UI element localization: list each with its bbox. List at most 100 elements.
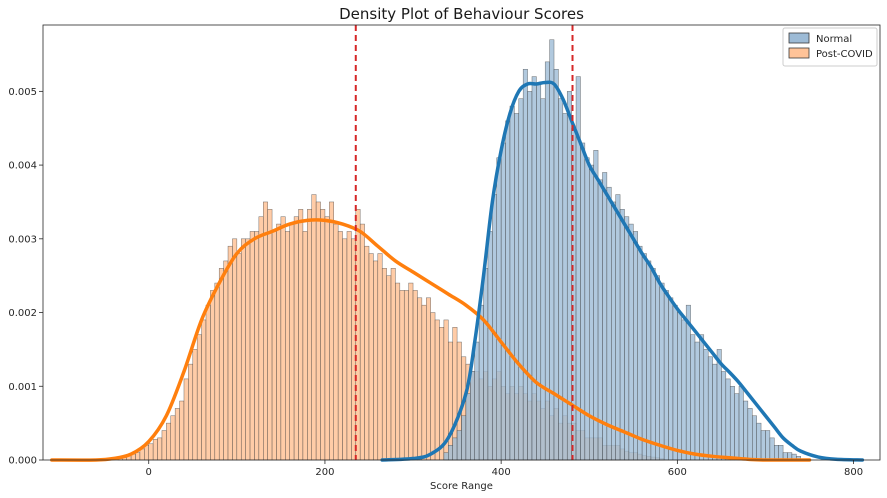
hist-bar	[562, 113, 568, 461]
hist-bar	[461, 415, 467, 461]
hist-bar	[227, 245, 233, 461]
hist-bar	[602, 172, 608, 461]
hist-bar	[315, 201, 321, 461]
hist-bar	[637, 245, 643, 461]
hist-bar	[307, 209, 312, 461]
hist-bar	[412, 290, 418, 461]
hist-bar	[218, 268, 224, 461]
hist-bar	[721, 371, 727, 461]
hist-bar	[619, 209, 625, 461]
hist-bar	[712, 363, 718, 461]
hist-bar	[672, 304, 678, 461]
chart-title: Density Plot of Behaviour Scores	[339, 5, 584, 23]
hist-bar	[514, 113, 520, 461]
y-tick-label: 0.005	[8, 87, 37, 98]
hist-bar	[487, 231, 493, 461]
hist-bar	[628, 223, 634, 461]
x-tick-label: 400	[492, 467, 511, 478]
hist-bar	[271, 231, 277, 461]
hist-bar	[373, 260, 379, 461]
hist-bar	[448, 445, 453, 461]
legend-swatch-post-covid	[788, 47, 810, 59]
hist-bar	[725, 378, 731, 461]
hist-bar	[496, 157, 502, 461]
hist-bar	[646, 260, 652, 461]
hist-bar	[280, 216, 286, 461]
hist-bar	[417, 297, 423, 461]
hist-bar	[210, 290, 216, 461]
hist-bar	[430, 312, 436, 461]
hist-bar	[681, 319, 687, 461]
hist-bar	[597, 179, 603, 461]
hist-bar	[655, 275, 660, 461]
hist-bar	[152, 439, 158, 461]
hist-bar	[381, 268, 387, 461]
hist-bar	[249, 231, 255, 461]
hist-bar	[324, 216, 330, 461]
hist-bar	[346, 231, 352, 461]
hist-bar	[752, 415, 757, 461]
hist-bar	[135, 452, 141, 461]
hist-bar	[633, 231, 638, 461]
hist-bar	[232, 238, 238, 461]
hist-bar	[329, 201, 334, 461]
hist-bar	[707, 356, 713, 461]
bars-normal	[443, 39, 801, 461]
x-tick-label: 200	[315, 467, 334, 478]
y-tick-label: 0.004	[8, 161, 37, 172]
hist-bar	[434, 319, 440, 461]
hist-bar	[729, 386, 735, 461]
hist-bar	[690, 334, 696, 461]
hist-bar	[188, 363, 194, 461]
hist-bar	[540, 98, 546, 461]
hist-bar	[390, 268, 396, 461]
hist-bar	[448, 341, 453, 461]
hist-bar	[285, 231, 290, 461]
hist-bar	[505, 120, 511, 461]
hist-bar	[276, 223, 282, 461]
hist-bar	[611, 201, 616, 461]
hist-bar	[359, 223, 365, 461]
hist-bar	[408, 282, 414, 461]
hist-bar	[641, 253, 647, 461]
hist-bar	[606, 186, 612, 461]
hist-bar	[522, 68, 528, 461]
y-tick-label: 0.002	[8, 308, 37, 319]
hist-bar	[615, 194, 621, 461]
hist-bar	[245, 238, 251, 461]
plot-area: 0 200 400 600 800 0.000 0.001 0.002 0.003 0.004 0.…	[8, 24, 881, 478]
hist-bar	[368, 253, 374, 461]
legend-swatch-normal	[788, 32, 810, 44]
legend-label-normal: Normal	[816, 34, 852, 45]
hist-bar	[544, 61, 550, 461]
hist-bar	[668, 297, 674, 461]
hist-bar	[531, 76, 537, 461]
hist-bar	[240, 238, 246, 461]
hist-bar	[302, 231, 308, 461]
hist-bar	[399, 290, 405, 461]
hist-bar	[267, 209, 273, 461]
hist-bar	[364, 245, 370, 461]
hist-bar	[201, 319, 207, 461]
hist-bar	[558, 98, 564, 461]
hist-bar	[196, 334, 202, 461]
hist-bar	[386, 275, 392, 461]
hist-bar	[756, 422, 762, 461]
hist-bar	[161, 430, 167, 461]
kde-line-post-covid	[50, 218, 812, 462]
hist-bar	[377, 253, 383, 461]
hist-bar	[179, 400, 185, 461]
hist-bar	[421, 304, 427, 461]
hist-bar	[320, 209, 326, 461]
hist-bar	[769, 437, 775, 461]
hist-bar	[465, 393, 471, 461]
hist-bar	[337, 231, 343, 461]
hist-bar	[470, 371, 475, 461]
x-tick-label: 600	[668, 467, 687, 478]
hist-bar	[263, 201, 268, 461]
kde-line-normal	[380, 80, 865, 462]
hist-bar	[170, 415, 176, 461]
hist-bar	[677, 312, 683, 461]
x-tick-label: 0	[146, 467, 152, 478]
hist-bar	[703, 349, 709, 461]
